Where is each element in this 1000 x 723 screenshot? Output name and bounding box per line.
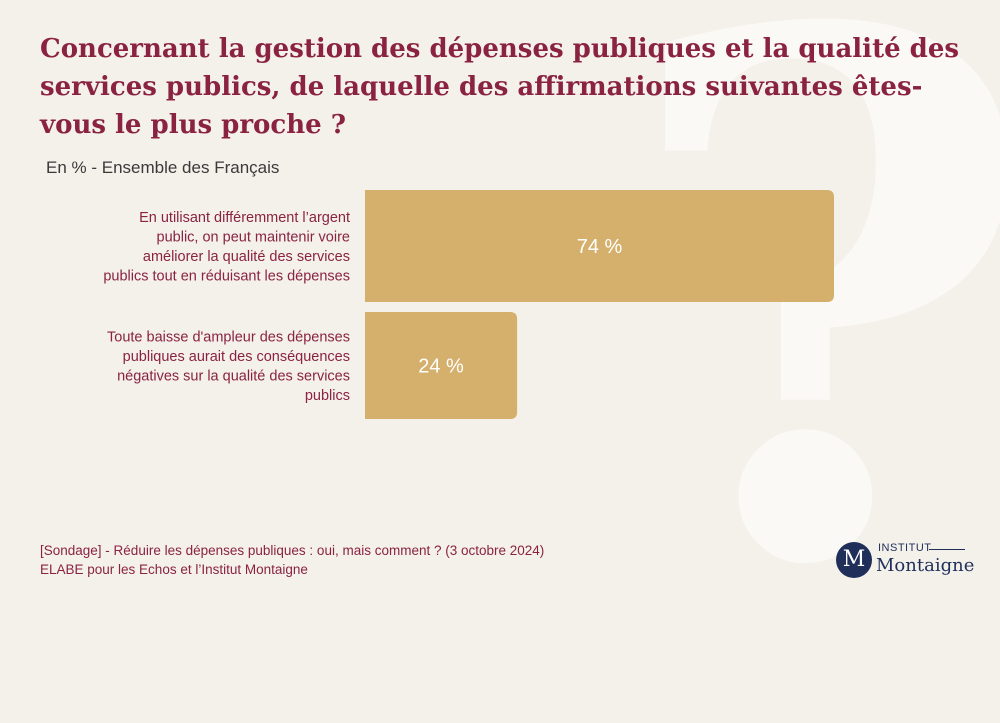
logo-text-bottom: Montaigne	[876, 555, 975, 576]
source-line-publisher: ELABE pour les Echos et l’Institut Monta…	[40, 562, 308, 577]
bar-value-label-1: 74 %	[577, 236, 623, 258]
source-note: [Sondage] - Réduire les dépenses publiqu…	[40, 541, 544, 579]
logo-divider	[929, 549, 965, 550]
logo-m-icon: M	[836, 542, 872, 578]
chart-title: Concernant la gestion des dépenses publi…	[40, 34, 960, 140]
bar-1	[365, 190, 834, 302]
institut-montaigne-logo: M INSTITUT Montaigne	[836, 540, 976, 580]
source-line-survey: [Sondage] - Réduire les dépenses publiqu…	[40, 543, 545, 558]
bar-2	[365, 312, 518, 419]
bar-chart: 74 % En utilisant différemment l’argent pu…	[103, 190, 834, 419]
chart-subtitle: En % - Ensemble des Français	[46, 158, 280, 177]
background-question-mark: ?	[618, 0, 1000, 723]
logo-text-top: INSTITUT	[878, 542, 932, 554]
bar-value-label-2: 24 %	[418, 356, 464, 378]
category-label-1: En utilisant différemment l’argent public…	[103, 210, 350, 285]
category-label-2: Toute baisse d'ampleur des dépenses publi…	[107, 329, 350, 404]
